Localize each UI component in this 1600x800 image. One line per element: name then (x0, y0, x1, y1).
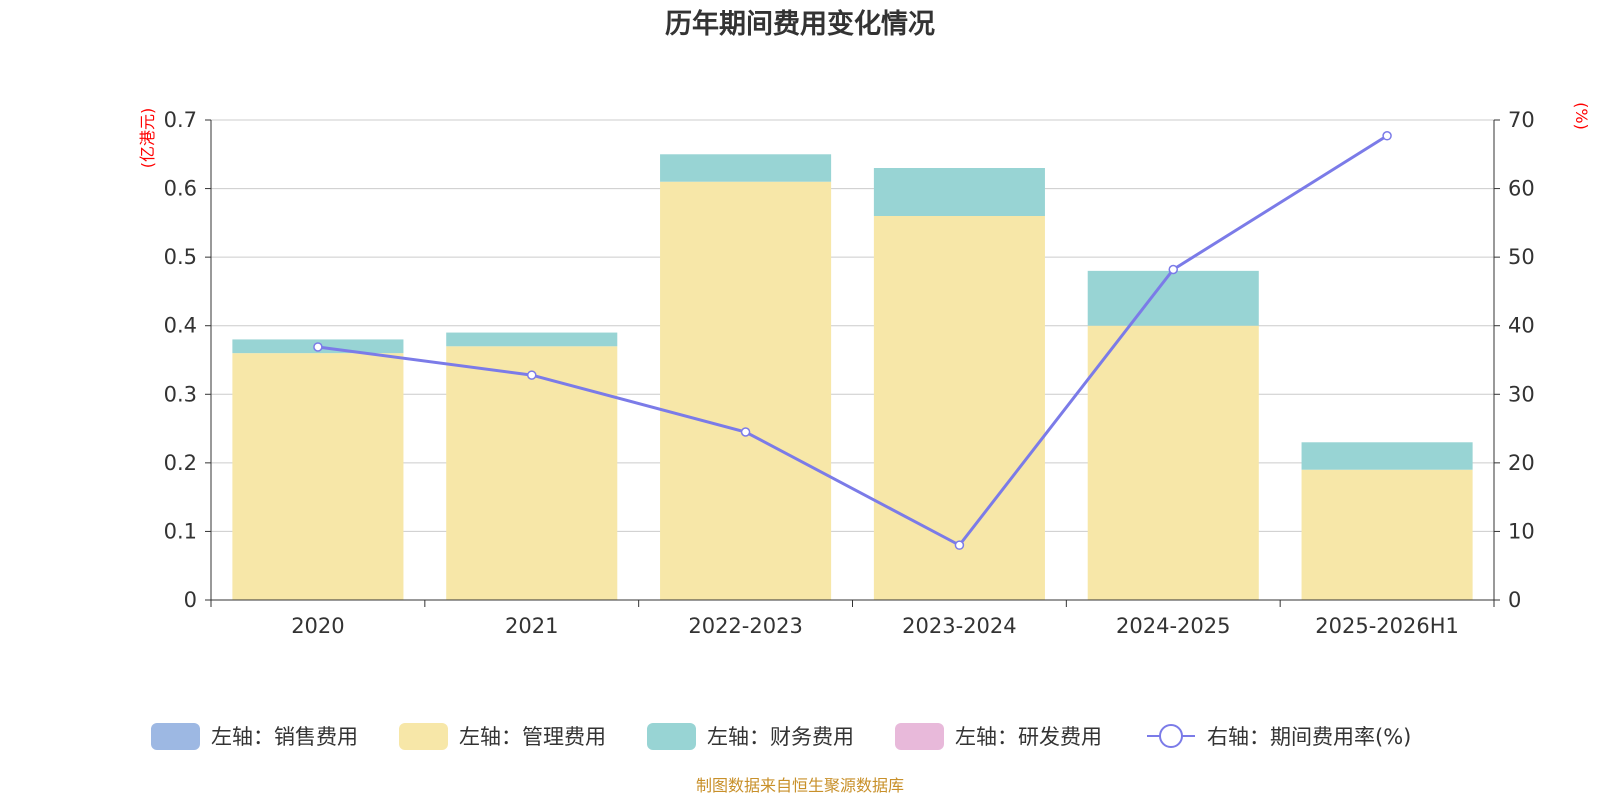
right-axis-tick-label: 40 (1508, 314, 1535, 338)
legend-swatch (399, 723, 448, 750)
rate-point (740, 427, 751, 437)
bar-segment (232, 353, 404, 600)
tick-labels: 0 0.1 0.2 0.3 0.4 0.5 0.6 0.7 0 10 20 30 40 50 60 70 202… (164, 108, 1535, 638)
x-axis-category-label: 2023-2024 (902, 614, 1016, 638)
left-axis-unit-label: (亿港元) (138, 108, 157, 169)
chart-title: 历年期间费用变化情况 (665, 8, 935, 40)
bar-segment (1087, 270, 1259, 326)
rate-point (1382, 131, 1392, 141)
left-axis-tick-label: 0 (184, 588, 197, 612)
right-axis-tick-label: 60 (1508, 177, 1535, 201)
source-note: 制图数据来自恒生聚源数据库 (696, 776, 904, 795)
rate-point (1168, 264, 1178, 275)
left-axis-tick-label: 0.6 (164, 177, 197, 201)
legend-label: 左轴：管理费用 (459, 725, 606, 749)
bar-segment (446, 332, 618, 347)
rate-line (317, 134, 1388, 548)
bar-segment (1087, 325, 1259, 600)
bar-segment (660, 181, 832, 600)
x-axis-category-label: 2021 (505, 614, 558, 638)
right-axis-tick-label: 10 (1508, 519, 1535, 543)
legend-label: 左轴：研发费用 (955, 725, 1102, 749)
right-axis-tick-label: 70 (1508, 108, 1535, 132)
legend-swatch (895, 723, 944, 750)
grid-lines (211, 119, 1494, 601)
bar-segment (1301, 442, 1473, 470)
bar-series (232, 154, 1473, 600)
axes (205, 119, 1500, 607)
line-series (313, 131, 1392, 550)
left-axis-tick-label: 0.1 (164, 519, 197, 543)
x-axis-category-label: 2020 (291, 614, 344, 638)
bar-segment (660, 154, 832, 182)
rate-point (954, 540, 965, 550)
left-axis-tick-label: 0.2 (164, 451, 197, 475)
legend-label: 左轴：销售费用 (211, 725, 358, 749)
legend-swatch (151, 723, 200, 750)
x-axis-category-label: 2024-2025 (1116, 614, 1230, 638)
legend-swatch (647, 723, 696, 750)
left-axis-tick-label: 0.3 (164, 382, 197, 406)
rate-point (313, 342, 323, 352)
legend-label: 右轴：期间费用率(%) (1207, 725, 1411, 749)
right-axis-tick-label: 30 (1508, 382, 1535, 406)
right-axis-unit-label: (%) (1572, 102, 1591, 130)
right-axis-tick-label: 50 (1508, 245, 1535, 269)
bar-segment (873, 168, 1045, 216)
legend-marker-icon (1159, 724, 1183, 748)
bar-segment (446, 346, 618, 600)
left-axis-tick-label: 0.7 (164, 108, 197, 132)
left-axis-tick-label: 0.5 (164, 245, 197, 269)
bar-segment (1301, 469, 1473, 600)
left-axis-tick-label: 0.4 (164, 314, 197, 338)
legend: 左轴：销售费用 左轴：管理费用 左轴：财务费用 左轴：研发费用 右轴：期间费用率(%) (151, 723, 1411, 750)
legend-label: 左轴：财务费用 (707, 725, 854, 749)
x-axis-category-label: 2025-2026H1 (1315, 614, 1459, 638)
right-axis-tick-label: 0 (1508, 588, 1521, 612)
x-axis-category-label: 2022-2023 (688, 614, 802, 638)
right-axis-tick-label: 20 (1508, 451, 1535, 475)
rate-point (527, 370, 537, 380)
bar-segment (873, 216, 1045, 600)
